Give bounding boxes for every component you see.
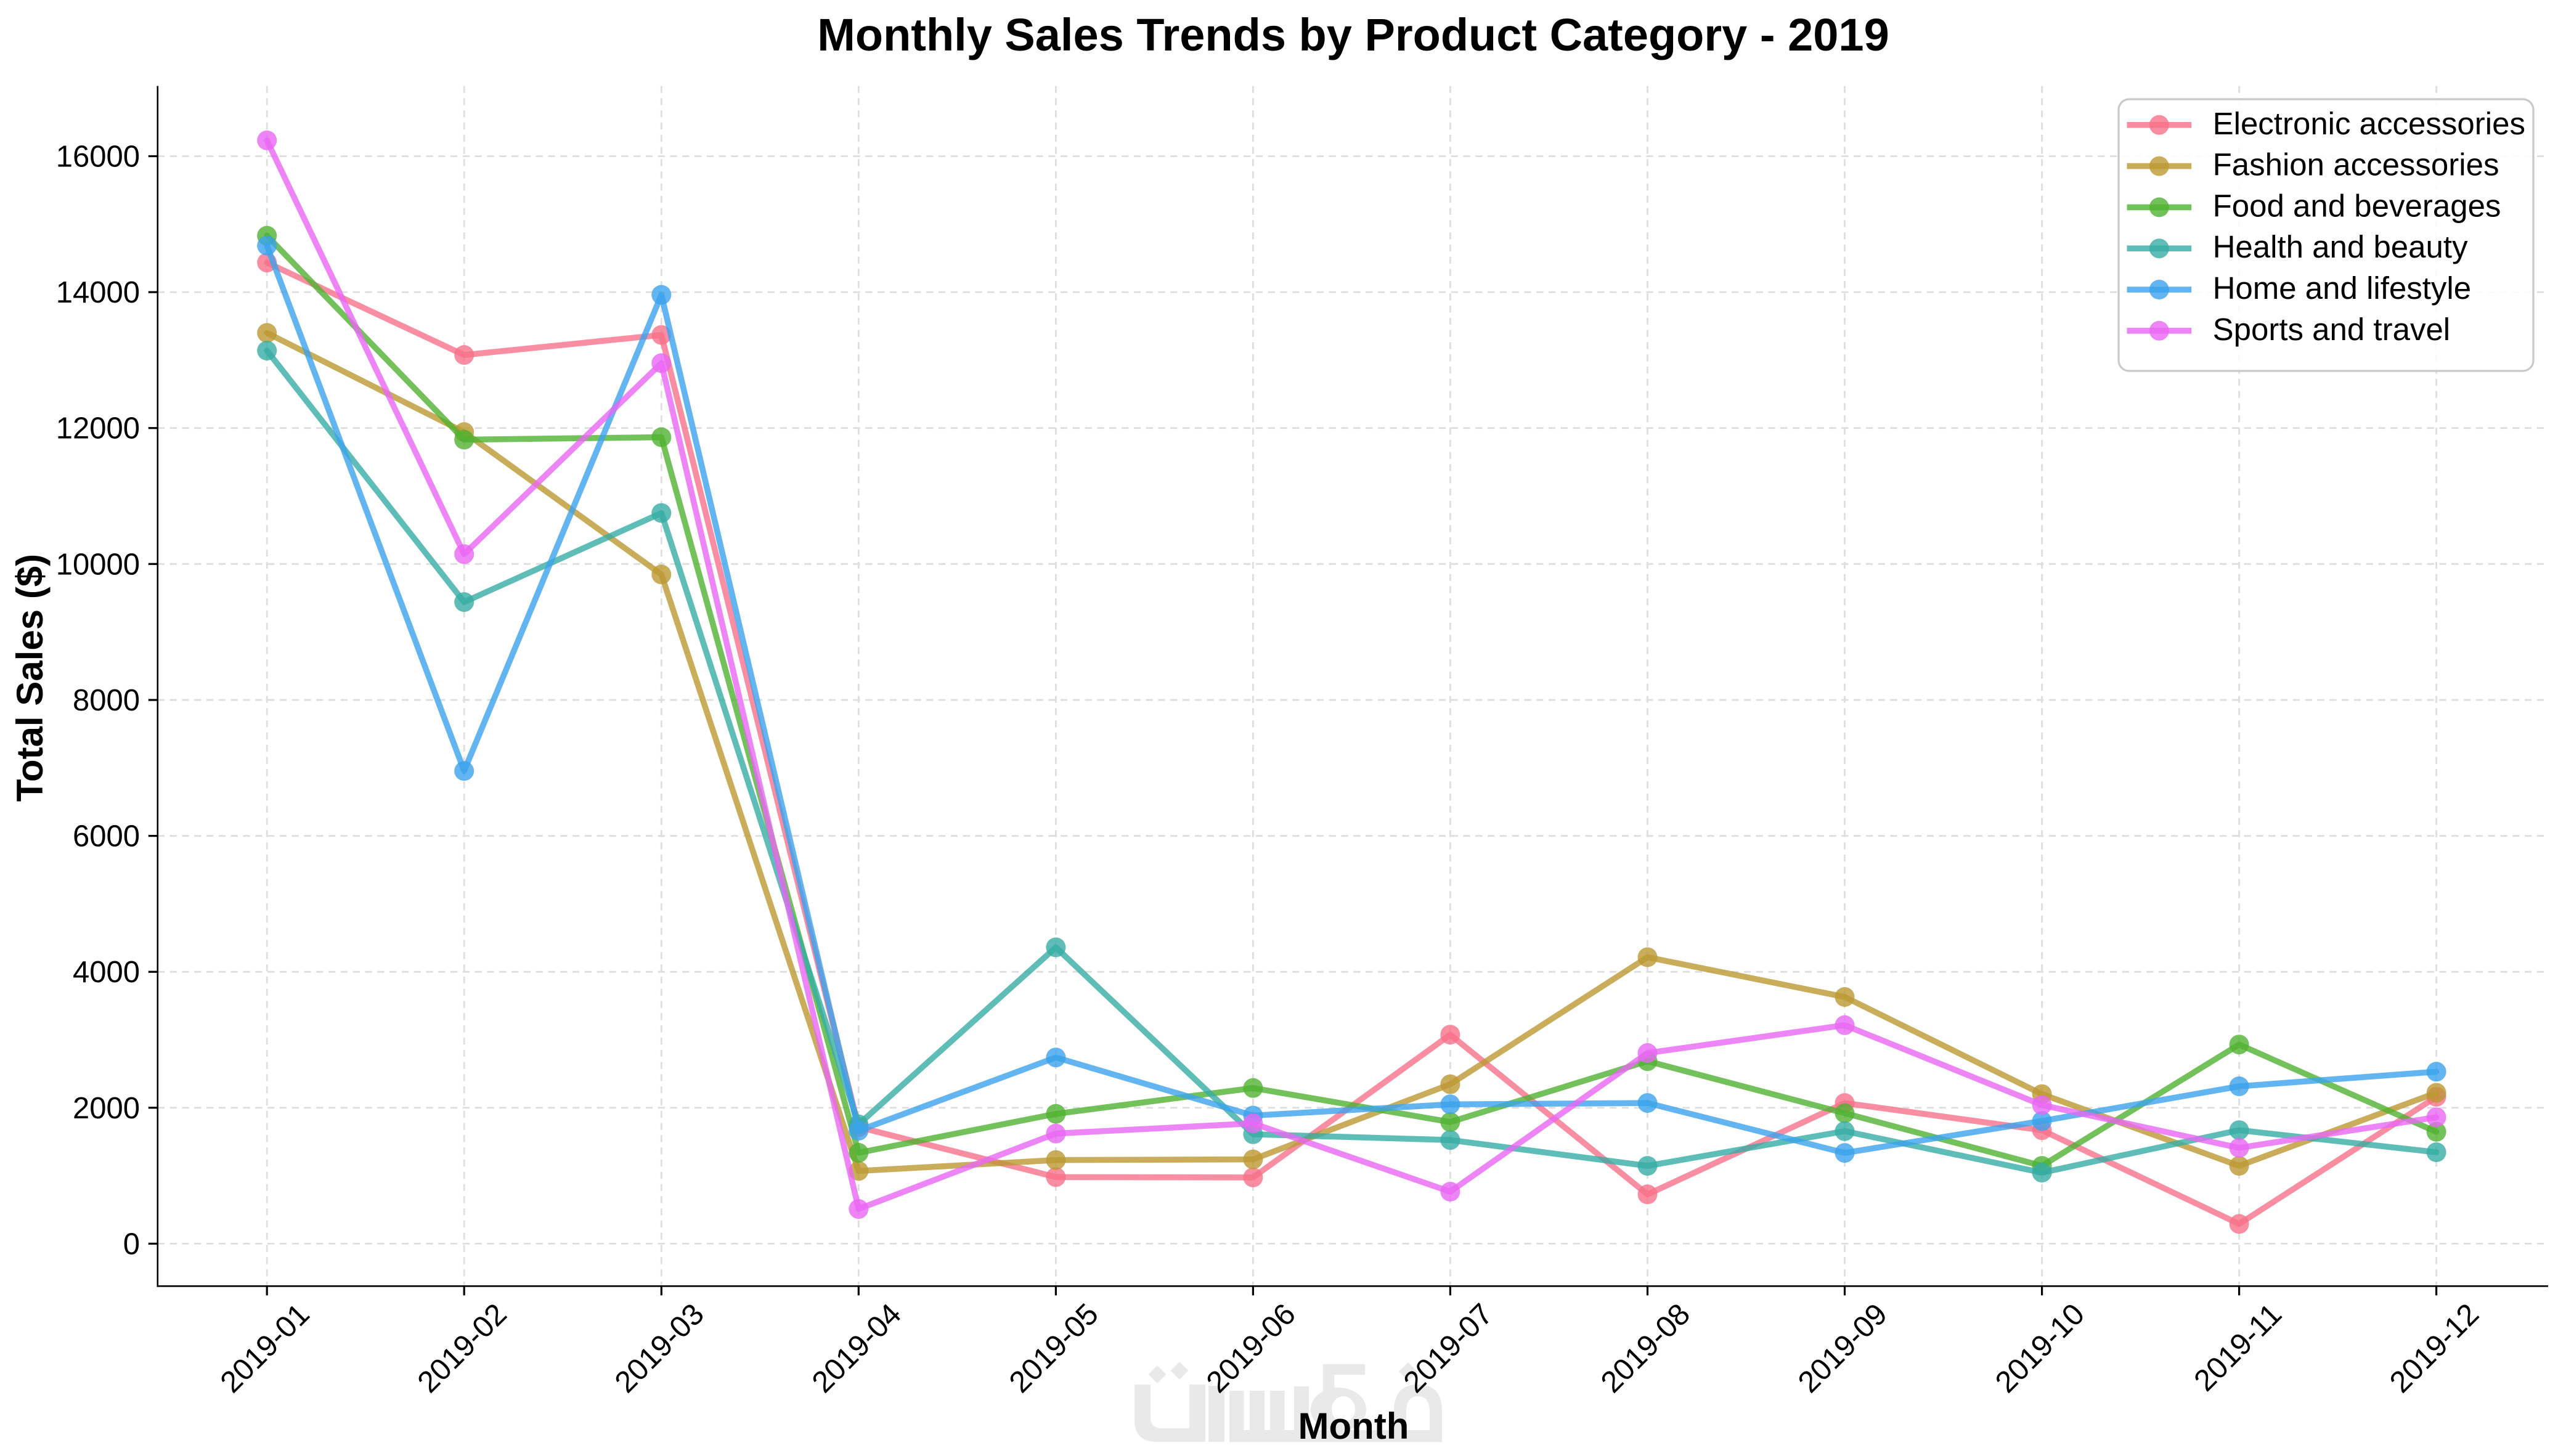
svg-text:Electronic accessories: Electronic accessories [2213,106,2525,141]
svg-text:0: 0 [123,1227,140,1261]
svg-text:Food and beverages: Food and beverages [2213,188,2501,223]
svg-text:4000: 4000 [73,956,140,989]
svg-text:2000: 2000 [73,1092,140,1125]
svg-text:Sports and travel: Sports and travel [2213,312,2451,347]
svg-text:10000: 10000 [56,548,140,581]
svg-text:8000: 8000 [73,684,140,717]
svg-text:6000: 6000 [73,820,140,853]
svg-text:Total Sales ($): Total Sales ($) [9,554,51,802]
svg-text:Monthly Sales Trends by Produc: Monthly Sales Trends by Product Category… [817,9,1889,60]
svg-text:16000: 16000 [56,140,140,174]
svg-text:Month: Month [1298,1405,1409,1447]
svg-text:Health and beauty: Health and beauty [2213,229,2468,264]
svg-text:14000: 14000 [56,276,140,309]
svg-text:Fashion accessories: Fashion accessories [2213,147,2499,182]
svg-text:Home and lifestyle: Home and lifestyle [2213,270,2472,306]
svg-text:12000: 12000 [56,412,140,445]
